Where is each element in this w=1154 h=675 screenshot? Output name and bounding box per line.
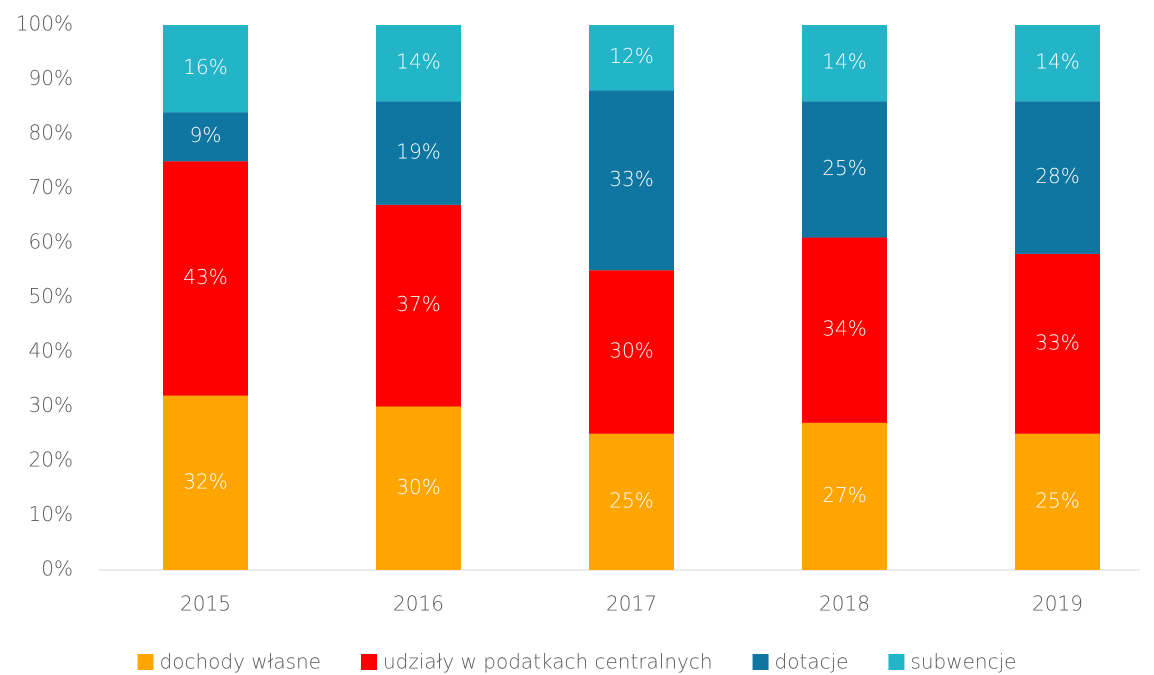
data-label: 25% — [609, 488, 653, 512]
data-label: 19% — [396, 140, 440, 164]
y-tick-label: 70% — [29, 175, 73, 199]
y-tick-label: 10% — [29, 502, 73, 526]
data-label: 9% — [190, 123, 222, 147]
bar-segment — [376, 406, 461, 570]
y-tick-label: 50% — [29, 284, 73, 308]
data-label: 14% — [1035, 50, 1079, 74]
bar-segment — [1015, 433, 1100, 570]
data-label: 14% — [396, 50, 440, 74]
legend-swatch — [360, 654, 377, 670]
bar-segment — [163, 395, 248, 570]
legend-swatch — [137, 654, 154, 670]
bar-segment — [163, 112, 248, 162]
x-tick-label: 2018 — [819, 592, 870, 616]
bar-segment — [1015, 25, 1100, 102]
bar-segment — [589, 270, 674, 434]
data-label: 28% — [1035, 164, 1079, 188]
bar-segment — [376, 101, 461, 205]
bar-segment — [163, 161, 248, 396]
data-label: 33% — [1035, 330, 1079, 354]
bar-segment — [376, 204, 461, 407]
data-label: 33% — [609, 167, 653, 191]
data-label: 27% — [822, 483, 866, 507]
legend-label: subwencje — [910, 650, 1016, 674]
bar-segment — [589, 90, 674, 271]
legend-label: dochody własne — [160, 650, 321, 674]
y-tick-label: 60% — [29, 230, 73, 254]
bar-segment — [802, 25, 887, 102]
legend-label: udziały w podatkach centralnych — [383, 650, 713, 674]
data-label: 14% — [822, 50, 866, 74]
data-label: 43% — [183, 265, 227, 289]
x-tick-label: 2016 — [393, 592, 444, 616]
data-label: 37% — [396, 292, 440, 316]
x-tick-label: 2019 — [1032, 592, 1083, 616]
data-label: 34% — [822, 317, 866, 341]
data-label: 25% — [1035, 488, 1079, 512]
bar-segment — [589, 25, 674, 91]
legend-label: dotacje — [775, 650, 849, 674]
data-label: 12% — [609, 44, 653, 68]
bar-segment — [376, 25, 461, 102]
bar-segment — [589, 433, 674, 570]
x-tick-label: 2017 — [606, 592, 657, 616]
data-label: 32% — [183, 469, 227, 493]
data-label: 16% — [183, 55, 227, 79]
legend-swatch — [888, 654, 905, 670]
x-tick-label: 2015 — [180, 592, 231, 616]
data-label: 30% — [396, 475, 440, 499]
bar-segment — [802, 422, 887, 570]
y-tick-label: 80% — [29, 121, 73, 145]
bar-segment — [802, 101, 887, 238]
bar-segment — [163, 25, 248, 113]
y-tick-label: 20% — [29, 448, 73, 472]
data-label: 30% — [609, 339, 653, 363]
y-tick-label: 90% — [29, 66, 73, 90]
legend-swatch — [752, 654, 769, 670]
data-label: 25% — [822, 156, 866, 180]
y-tick-label: 40% — [29, 339, 73, 363]
y-tick-label: 100% — [16, 12, 73, 36]
bar-segment — [1015, 253, 1100, 434]
bar-segment — [802, 237, 887, 423]
y-tick-label: 0% — [41, 557, 73, 581]
bar-segment — [1015, 101, 1100, 254]
y-tick-label: 30% — [29, 393, 73, 417]
